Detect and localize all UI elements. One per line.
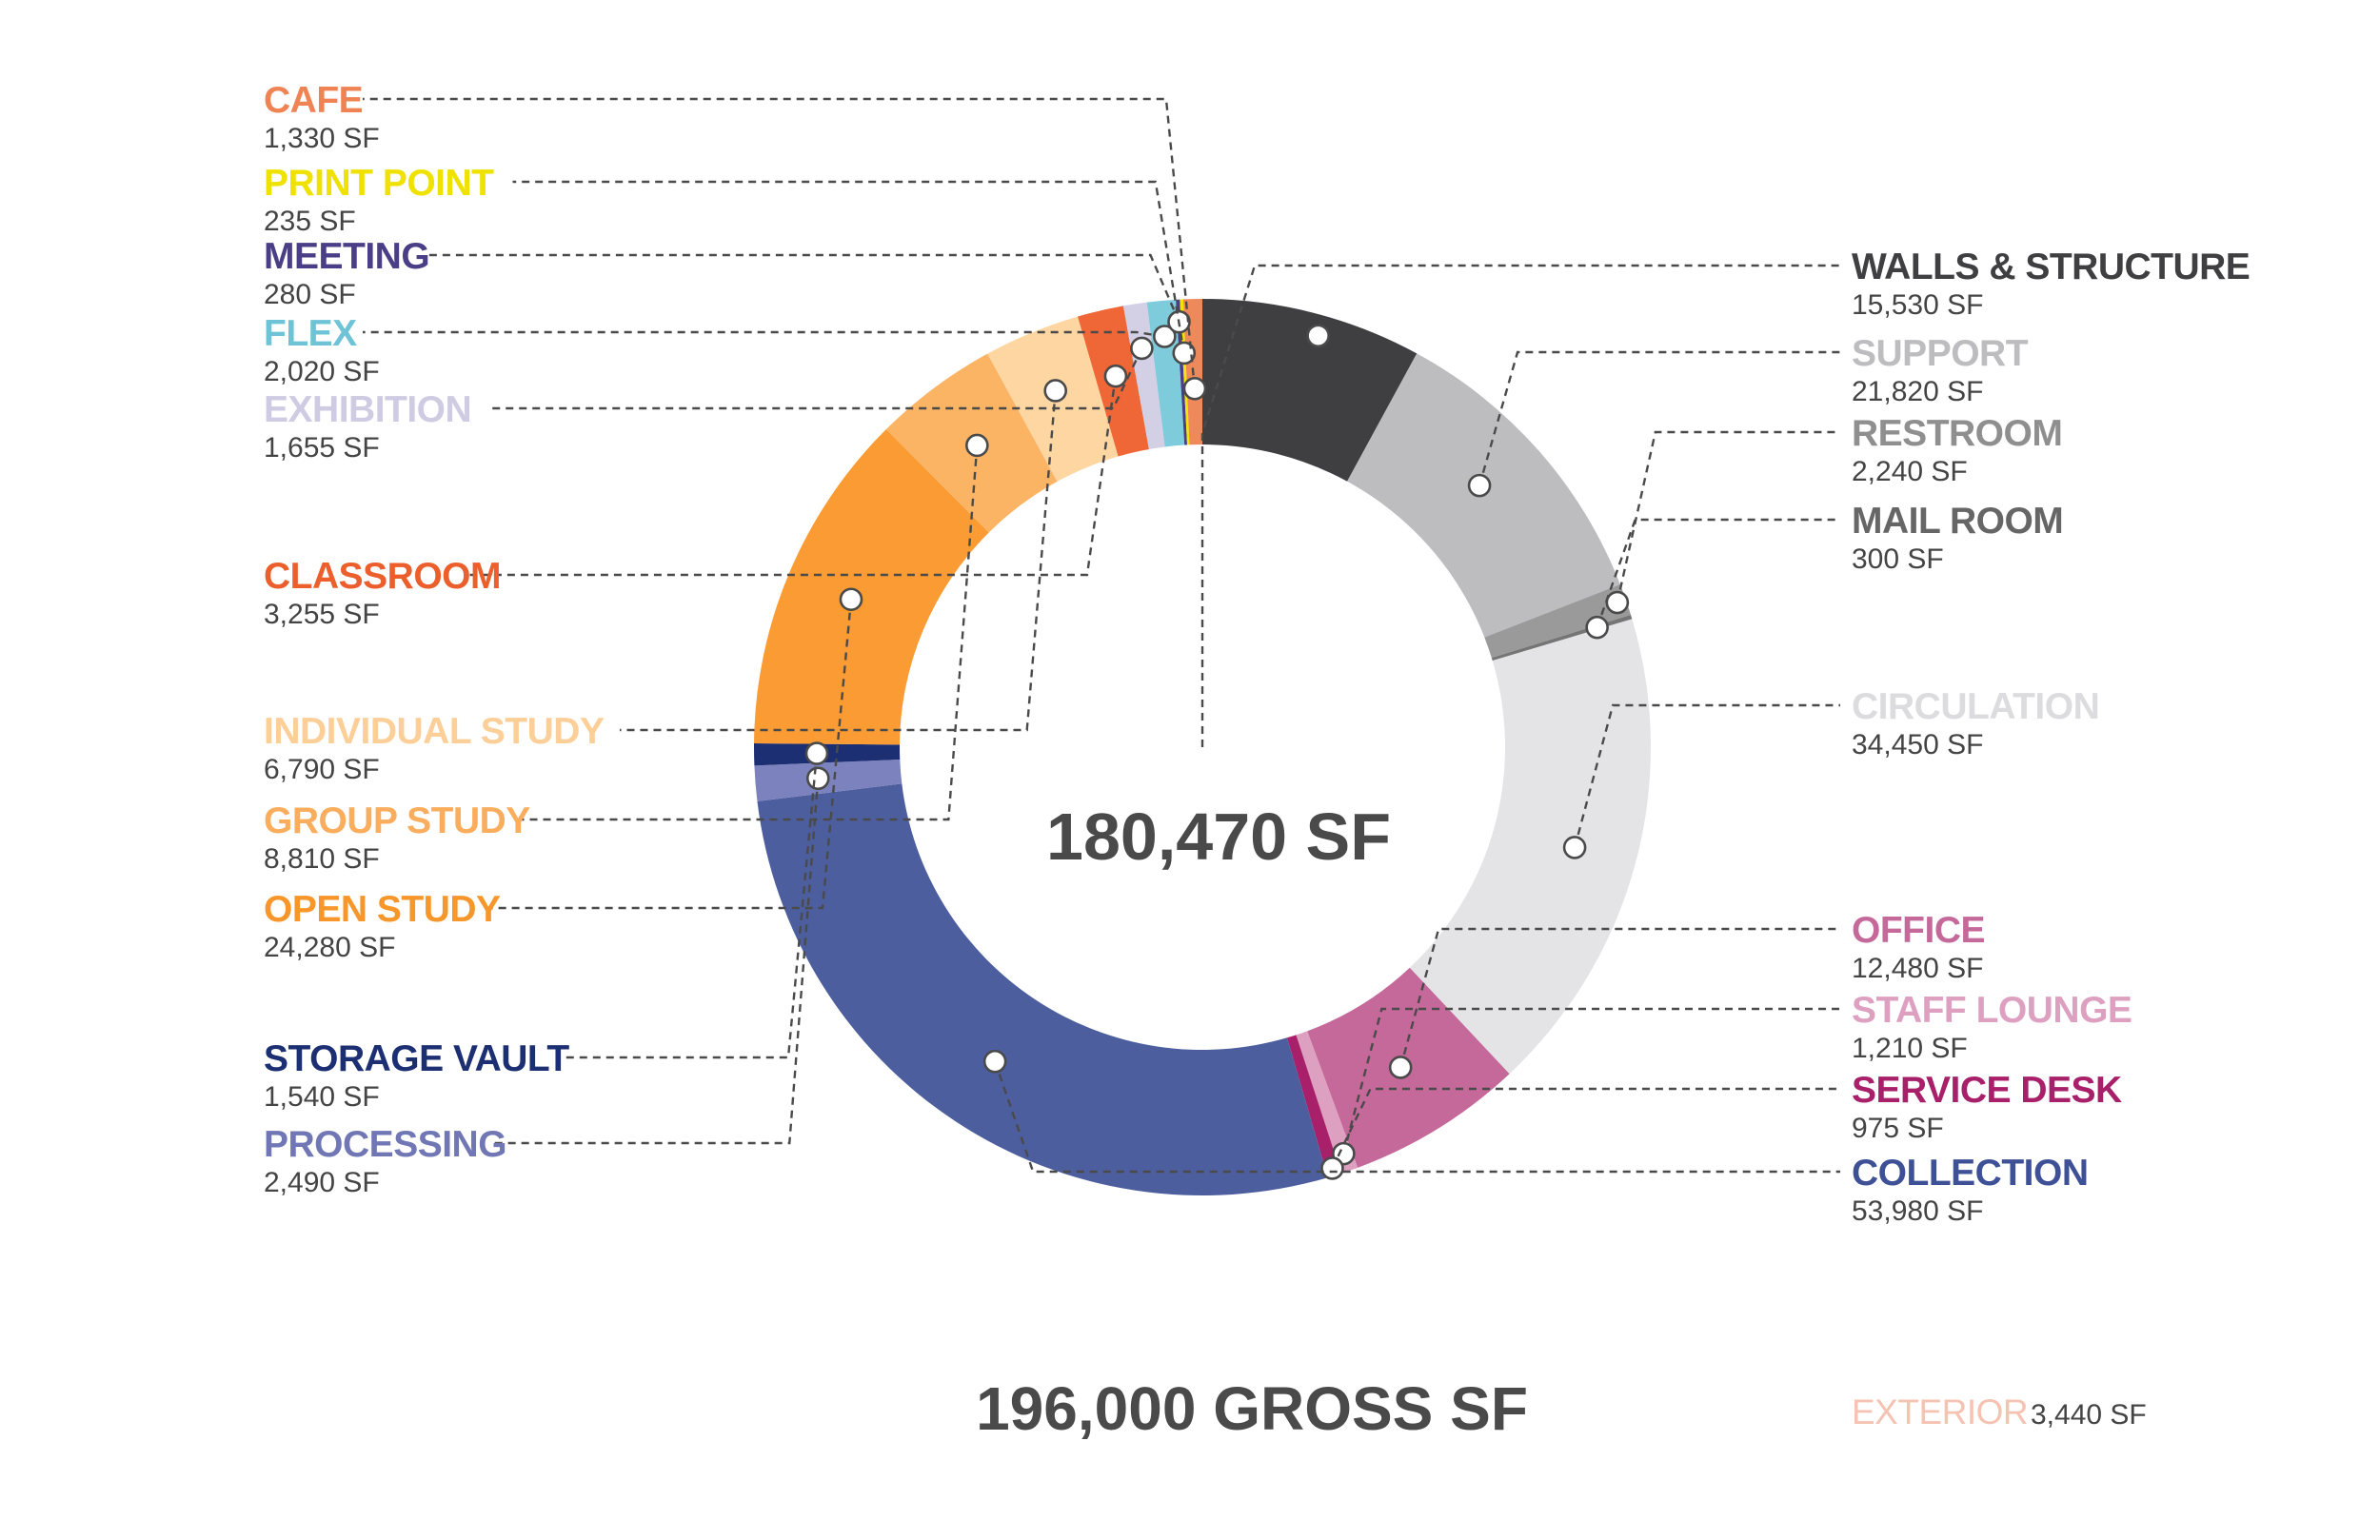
label-service-desk: SERVICE DESK bbox=[1852, 1070, 2122, 1111]
label-walls-and-structure: WALLS & STRUCTURE bbox=[1852, 247, 2250, 287]
leader-collection bbox=[994, 1060, 1840, 1174]
leader-flex bbox=[363, 330, 1165, 338]
anchor-dot-collection bbox=[982, 1049, 1007, 1074]
anchor-dot-storage-vault bbox=[804, 741, 829, 765]
leader-storage-vault bbox=[555, 753, 819, 1059]
label-support: SUPPORT bbox=[1852, 333, 2029, 374]
slice-meeting bbox=[1176, 299, 1188, 445]
slice-open-study bbox=[754, 429, 989, 745]
label-collection: COLLECTION bbox=[1852, 1153, 2088, 1194]
label-flex: FLEX bbox=[264, 313, 357, 354]
anchor-dot-cafe bbox=[1182, 376, 1207, 401]
slice-collection bbox=[757, 783, 1328, 1195]
anchor-dot-open-study bbox=[839, 587, 863, 612]
leader-staff-lounge bbox=[1342, 1007, 1840, 1155]
leader-cafe bbox=[363, 97, 1197, 389]
value-service-desk: 975 SF bbox=[1852, 1113, 1944, 1144]
anchor-dot-classroom bbox=[1103, 364, 1128, 388]
value-mail-room: 300 SF bbox=[1852, 543, 1944, 575]
anchor-dot-print-point bbox=[1172, 341, 1197, 365]
label-restroom: RESTROOM bbox=[1852, 413, 2062, 454]
label-print-point: PRINT POINT bbox=[264, 163, 494, 204]
anchor-dot-walls-and-structure bbox=[1306, 324, 1330, 348]
anchor-dot-circulation bbox=[1562, 836, 1587, 859]
label-mail-room: MAIL ROOM bbox=[1852, 501, 2063, 542]
anchor-dot-exhibition bbox=[1130, 336, 1154, 361]
leader-restroom bbox=[1616, 430, 1840, 603]
value-individual-study: 6,790 SF bbox=[264, 754, 380, 785]
leader-print-point bbox=[512, 180, 1185, 354]
anchor-dot-processing bbox=[805, 766, 830, 791]
label-staff-lounge: STAFF LOUNGE bbox=[1852, 990, 2132, 1031]
value-classroom: 3,255 SF bbox=[264, 599, 380, 630]
anchor-dot-flex bbox=[1153, 325, 1177, 348]
value-flex: 2,020 SF bbox=[264, 356, 380, 387]
label-office: OFFICE bbox=[1852, 910, 1985, 951]
leader-lines bbox=[363, 97, 1840, 1180]
slice-circulation bbox=[1409, 619, 1651, 1075]
leader-open-study bbox=[491, 599, 853, 910]
leader-processing bbox=[491, 778, 820, 1145]
slice-restroom bbox=[1484, 584, 1632, 659]
value-collection: 53,980 SF bbox=[1852, 1195, 1983, 1227]
leader-classroom bbox=[469, 375, 1118, 577]
slice-service-desk bbox=[1286, 1035, 1341, 1178]
value-office: 12,480 SF bbox=[1852, 953, 1983, 984]
value-walls-and-structure: 15,530 SF bbox=[1852, 289, 1983, 321]
slice-staff-lounge bbox=[1296, 1031, 1359, 1174]
value-exhibition: 1,655 SF bbox=[264, 432, 380, 464]
label-individual-study: INDIVIDUAL STUDY bbox=[264, 711, 605, 752]
label-circulation: CIRCULATION bbox=[1852, 686, 2099, 727]
label-classroom: CLASSROOM bbox=[264, 556, 501, 597]
anchor-dot-support bbox=[1467, 473, 1492, 498]
exterior-legend: EXTERIOR 3,440 SF bbox=[1852, 1392, 2147, 1431]
slice-exhibition bbox=[1122, 302, 1165, 449]
value-group-study: 8,810 SF bbox=[264, 843, 380, 875]
value-processing: 2,490 SF bbox=[264, 1167, 380, 1198]
anchor-dot-restroom bbox=[1605, 590, 1630, 615]
leader-walls-and-structure bbox=[1200, 264, 1840, 747]
leader-individual-study bbox=[620, 390, 1057, 732]
value-support: 21,820 SF bbox=[1852, 376, 1983, 407]
value-open-study: 24,280 SF bbox=[264, 932, 395, 963]
leader-meeting bbox=[426, 253, 1180, 323]
exterior-label: EXTERIOR bbox=[1852, 1392, 2028, 1431]
label-storage-vault: STORAGE VAULT bbox=[264, 1038, 569, 1079]
leader-mail-room bbox=[1596, 518, 1840, 628]
value-restroom: 2,240 SF bbox=[1852, 456, 1968, 487]
slice-walls-and-structure bbox=[1202, 299, 1418, 482]
label-exhibition: EXHIBITION bbox=[264, 389, 471, 430]
anchor-dot-service-desk bbox=[1320, 1156, 1344, 1180]
label-processing: PROCESSING bbox=[264, 1124, 506, 1165]
label-cafe: CAFE bbox=[264, 80, 363, 121]
center-total-label: 180,470 SF bbox=[1046, 800, 1391, 874]
exterior-value: 3,440 SF bbox=[2031, 1399, 2147, 1431]
label-meeting: MEETING bbox=[264, 236, 429, 277]
value-print-point: 235 SF bbox=[264, 206, 356, 237]
anchor-dot-individual-study bbox=[1043, 379, 1068, 403]
leader-service-desk bbox=[1331, 1087, 1840, 1169]
anchor-dot-mail-room bbox=[1585, 615, 1609, 640]
label-open-study: OPEN STUDY bbox=[264, 889, 501, 930]
value-circulation: 34,450 SF bbox=[1852, 729, 1983, 760]
value-staff-lounge: 1,210 SF bbox=[1852, 1033, 1968, 1064]
value-cafe: 1,330 SF bbox=[264, 123, 380, 154]
value-meeting: 280 SF bbox=[264, 279, 356, 310]
value-storage-vault: 1,540 SF bbox=[264, 1081, 380, 1113]
leader-group-study bbox=[512, 444, 979, 821]
leader-support bbox=[1478, 350, 1840, 486]
leader-circulation bbox=[1573, 703, 1840, 848]
label-group-study: GROUP STUDY bbox=[264, 800, 530, 841]
gross-total-label: 196,000 GROSS SF bbox=[976, 1374, 1528, 1443]
anchor-dot-group-study bbox=[965, 433, 989, 458]
leader-exhibition bbox=[491, 347, 1143, 410]
anchor-dot-office bbox=[1388, 1056, 1413, 1079]
